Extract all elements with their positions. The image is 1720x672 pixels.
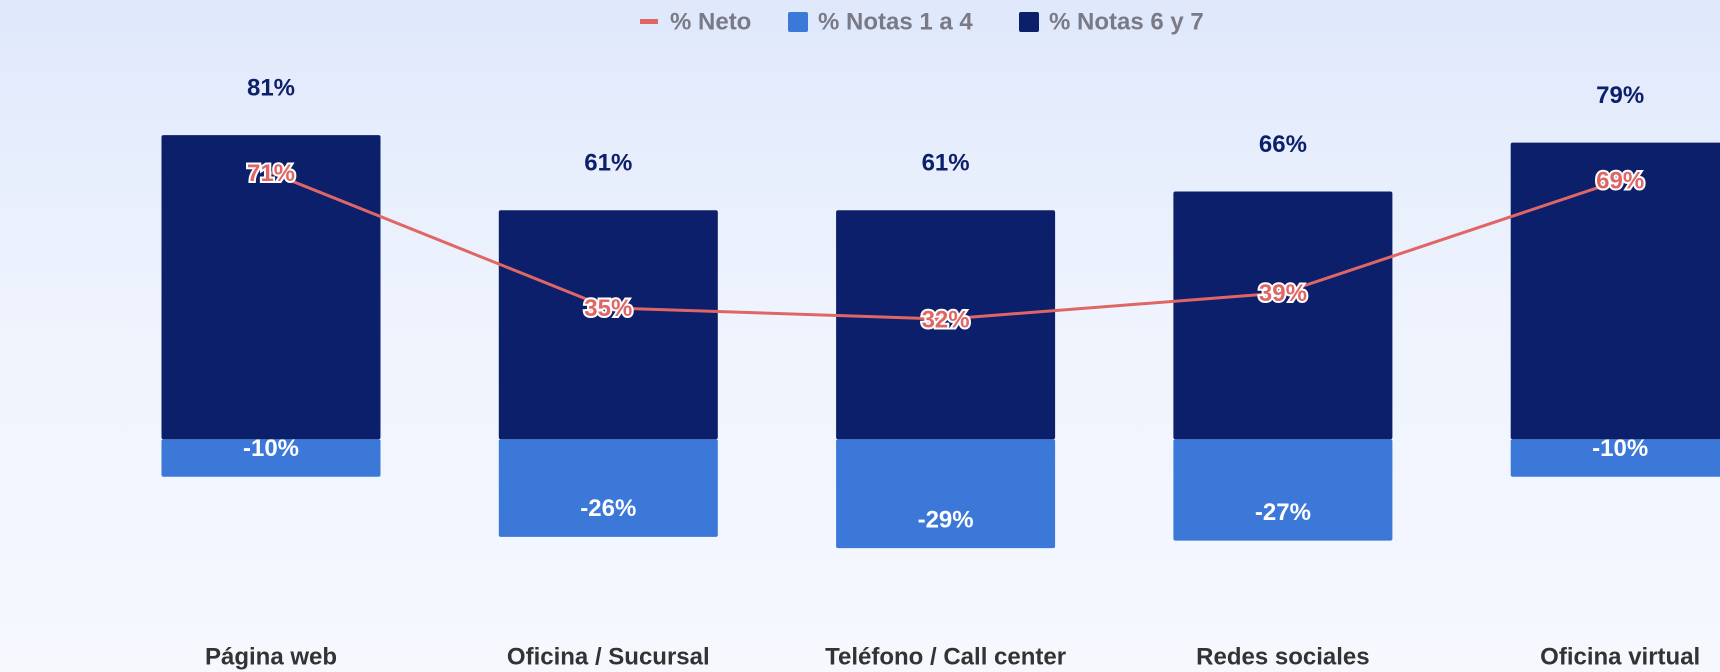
bar — [1173, 191, 1393, 440]
x-tick-label: Oficina / Sucursal — [507, 643, 710, 670]
bar — [498, 210, 718, 440]
bar-label: 61% — [584, 150, 632, 177]
line-label: 35% — [584, 295, 632, 322]
bar — [1510, 142, 1720, 440]
bar-label: -10% — [243, 435, 299, 462]
legend-label: % Notas 6 y 7 — [1049, 8, 1204, 35]
bar-label: -26% — [580, 495, 636, 522]
bar — [498, 439, 718, 537]
x-tick-label: Oficina virtual — [1540, 643, 1700, 670]
x-tick-label: Redes sociales — [1196, 643, 1369, 670]
legend-swatch — [788, 12, 808, 32]
bar-label: 61% — [922, 150, 970, 177]
legend-label: % Neto — [670, 8, 751, 35]
bar-label: -29% — [918, 506, 974, 533]
bar-label: -10% — [1592, 435, 1648, 462]
bar-label: 66% — [1259, 131, 1307, 158]
bar — [161, 439, 381, 477]
legend-swatch — [640, 19, 658, 24]
x-tick-label: Teléfono / Call center — [825, 643, 1066, 670]
legend-swatch — [1019, 12, 1039, 32]
x-tick-label: Página web — [205, 643, 337, 670]
line-label: 69% — [1596, 168, 1644, 195]
bar — [1510, 439, 1720, 477]
bar-label: 81% — [247, 74, 295, 101]
bar — [1173, 439, 1393, 541]
bar-label: 79% — [1596, 82, 1644, 109]
line — [270, 171, 1621, 321]
line-label: 32% — [922, 306, 970, 333]
bar — [161, 135, 381, 440]
line-label: 71% — [247, 160, 295, 187]
line-label: 39% — [1259, 280, 1307, 307]
bar — [836, 439, 1056, 549]
bar — [836, 210, 1056, 440]
bar-label: -27% — [1255, 499, 1311, 526]
legend-label: % Notas 1 a 4 — [818, 8, 973, 35]
